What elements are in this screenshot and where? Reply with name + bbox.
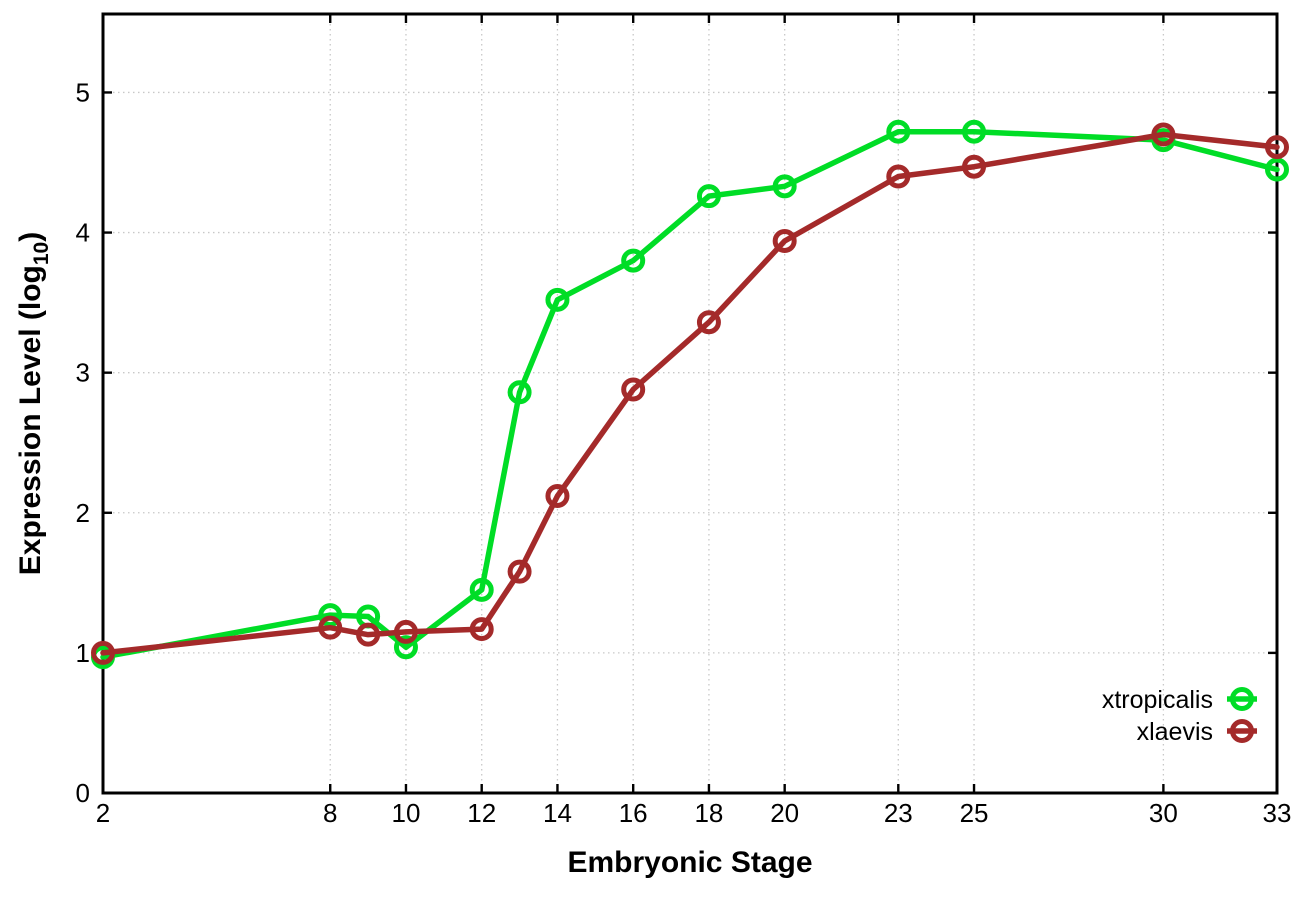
y-tick-label: 5 xyxy=(76,77,90,107)
x-tick-label: 23 xyxy=(884,798,913,828)
data-point-xlaevis xyxy=(772,228,797,253)
x-tick-label: 25 xyxy=(960,798,989,828)
x-tick-label: 16 xyxy=(619,798,648,828)
legend-marker-xtropicalis xyxy=(1227,687,1257,711)
data-point-xtropicalis xyxy=(696,184,721,209)
x-tick-label: 10 xyxy=(392,798,421,828)
data-point-xtropicalis xyxy=(318,603,343,628)
data-point-xtropicalis xyxy=(962,119,987,144)
legend-marker-xlaevis xyxy=(1227,719,1257,743)
data-point-xtropicalis xyxy=(886,119,911,144)
legend-point-xtropicalis xyxy=(1230,687,1254,711)
data-point-xlaevis xyxy=(469,617,494,642)
x-tick-label: 33 xyxy=(1263,798,1292,828)
data-point-xtropicalis xyxy=(393,635,418,660)
data-point-xtropicalis xyxy=(1265,157,1289,182)
legend-label-xtropicalis: xtropicalis xyxy=(1102,686,1213,714)
y-tick-label: 1 xyxy=(76,638,90,668)
y-tick-label: 0 xyxy=(76,778,90,808)
data-point-xlaevis xyxy=(621,377,646,402)
x-tick-label: 12 xyxy=(467,798,496,828)
data-point-xlaevis xyxy=(356,622,381,647)
data-point-xlaevis xyxy=(507,559,532,584)
y-tick-label: 4 xyxy=(76,218,90,248)
data-point-xlaevis xyxy=(886,164,911,189)
data-point-xtropicalis xyxy=(772,174,797,199)
series-xlaevis xyxy=(91,122,1289,665)
plot-border xyxy=(101,12,1279,795)
y-axis-title: Expression Level (log10) xyxy=(14,232,53,575)
x-tick-label: 18 xyxy=(694,798,723,828)
data-point-xtropicalis xyxy=(621,248,646,273)
data-point-xlaevis xyxy=(91,640,115,665)
series-line-xlaevis xyxy=(100,131,1280,656)
legend: xtropicalis xlaevis xyxy=(1102,686,1257,746)
data-point-xlaevis xyxy=(1151,122,1176,147)
x-tick-label: 20 xyxy=(770,798,799,828)
x-tick-label: 14 xyxy=(543,798,572,828)
axis-ticks xyxy=(101,14,1279,795)
data-point-xlaevis xyxy=(696,310,721,335)
y-tick-label: 2 xyxy=(76,498,90,528)
grid xyxy=(102,14,1278,793)
data-point-xtropicalis xyxy=(507,380,532,405)
x-tick-label: 2 xyxy=(96,798,110,828)
legend-label-xlaevis: xlaevis xyxy=(1137,718,1213,746)
data-point-xlaevis xyxy=(393,619,418,644)
legend-point-xlaevis xyxy=(1230,719,1254,743)
x-tick-label: 8 xyxy=(323,798,337,828)
data-point-xtropicalis xyxy=(545,287,570,312)
data-point-xlaevis xyxy=(318,615,343,640)
data-point-xtropicalis xyxy=(469,577,494,602)
data-point-xlaevis xyxy=(1265,135,1289,160)
x-tick-label: 30 xyxy=(1149,798,1178,828)
data-point-xlaevis xyxy=(962,154,987,179)
data-point-xlaevis xyxy=(545,483,570,508)
x-axis-title: Embryonic Stage xyxy=(567,846,812,879)
y-tick-label: 3 xyxy=(76,358,90,388)
